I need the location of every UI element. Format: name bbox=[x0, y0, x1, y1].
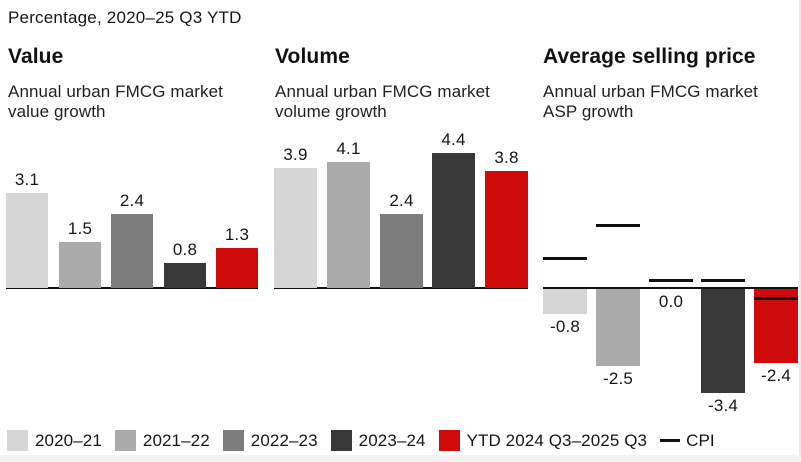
bar-value-3 bbox=[164, 263, 206, 288]
bar-average-selling-price-4 bbox=[754, 289, 798, 363]
bar-value-label: 4.4 bbox=[441, 130, 466, 149]
panel-title-value: Value bbox=[8, 45, 64, 68]
card-bottom-edge bbox=[0, 455, 801, 462]
panel-header-asp: Average selling price Annual urban FMCG … bbox=[543, 45, 779, 122]
plot-volume: 3.9 4.1 2.4 4.4 3.8 bbox=[274, 130, 528, 420]
legend-item-cpi: CPI bbox=[660, 431, 715, 451]
panel-subtitle-asp: Annual urban FMCG market ASP growth bbox=[543, 82, 758, 121]
bar-average-selling-price-1 bbox=[596, 289, 640, 366]
bar-average-selling-price-3 bbox=[701, 289, 745, 393]
bar-average-selling-price-0 bbox=[543, 289, 587, 314]
legend-item-0: 2020–21 bbox=[7, 430, 102, 451]
legend-item-label: 2020–21 bbox=[35, 430, 102, 450]
panel-title-asp: Average selling price bbox=[543, 45, 756, 68]
panel-header-value: Value Annual urban FMCG market value gro… bbox=[8, 45, 244, 122]
legend-item-1: 2021–22 bbox=[114, 430, 210, 451]
cpi-line-icon bbox=[660, 439, 681, 442]
bar-value-label: 3.1 bbox=[14, 170, 40, 189]
bar-value-1 bbox=[59, 242, 101, 288]
bar-value-label: -0.8 bbox=[549, 317, 581, 336]
bar-value-label: 1.3 bbox=[224, 225, 250, 244]
bar-volume-3 bbox=[432, 153, 475, 288]
card-right-edge bbox=[799, 0, 801, 455]
bar-volume-1 bbox=[327, 162, 370, 288]
chart-legend: 2020–21 2021–22 2022–23 2023–24 YTD 2024 Q3–… bbox=[7, 430, 715, 451]
cpi-marker-4 bbox=[754, 297, 798, 300]
plot-asp: -0.8 -2.5 0.0 -3.4 -2.4 bbox=[543, 130, 798, 420]
legend-item-4: YTD 2024 Q3–2025 Q3 bbox=[438, 430, 648, 451]
bar-volume-2 bbox=[380, 214, 423, 288]
x-axis-line bbox=[543, 287, 798, 289]
legend-swatch bbox=[114, 430, 136, 451]
x-axis-line bbox=[6, 287, 258, 289]
bar-value-label: 4.1 bbox=[336, 139, 361, 158]
legend-item-label: YTD 2024 Q3–2025 Q3 bbox=[466, 430, 648, 450]
bar-value-label: 2.4 bbox=[389, 191, 414, 210]
bar-value-label: -2.4 bbox=[760, 366, 792, 385]
legend-item-3: 2023–24 bbox=[330, 430, 426, 451]
legend-item-label: 2021–22 bbox=[142, 430, 210, 450]
bar-value-label: 2.4 bbox=[119, 191, 145, 210]
bar-value-2 bbox=[111, 214, 153, 288]
cpi-marker-2 bbox=[649, 279, 693, 282]
bar-value-label: 0.8 bbox=[172, 240, 198, 259]
legend-item-2: 2022–23 bbox=[222, 430, 318, 451]
panel-header-volume: Volume Annual urban FMCG market volume g… bbox=[275, 45, 511, 122]
bar-value-label: -2.5 bbox=[602, 369, 634, 388]
panel-title-volume: Volume bbox=[275, 45, 350, 68]
chart-kicker: Percentage, 2020–25 Q3 YTD bbox=[8, 8, 242, 27]
cpi-marker-3 bbox=[701, 279, 745, 282]
legend-swatch bbox=[330, 430, 352, 451]
plot-value: 3.1 1.5 2.4 0.8 1.3 bbox=[6, 130, 258, 420]
legend-swatch bbox=[222, 430, 244, 451]
panel-subtitle-value: Annual urban FMCG market value growth bbox=[8, 82, 223, 121]
bar-value-label: 1.5 bbox=[67, 219, 93, 238]
bar-value-label: 3.8 bbox=[494, 148, 519, 167]
bar-value-label: 3.9 bbox=[283, 145, 308, 164]
bar-value-label: -3.4 bbox=[707, 396, 739, 415]
panel-subtitle-volume: Annual urban FMCG market volume growth bbox=[275, 82, 490, 121]
bar-value-0 bbox=[6, 193, 48, 288]
bar-value-label: 0.0 bbox=[658, 292, 684, 311]
legend-cpi-label: CPI bbox=[686, 430, 715, 450]
cpi-marker-1 bbox=[596, 224, 640, 227]
legend-swatch bbox=[7, 430, 28, 451]
legend-item-label: 2023–24 bbox=[358, 430, 426, 450]
bar-value-4 bbox=[216, 248, 258, 288]
cpi-marker-0 bbox=[543, 257, 587, 260]
bar-volume-0 bbox=[274, 168, 317, 288]
x-axis-line bbox=[274, 287, 528, 289]
legend-swatch bbox=[438, 430, 460, 451]
legend-item-label: 2022–23 bbox=[250, 430, 318, 450]
bar-volume-4 bbox=[485, 171, 528, 288]
